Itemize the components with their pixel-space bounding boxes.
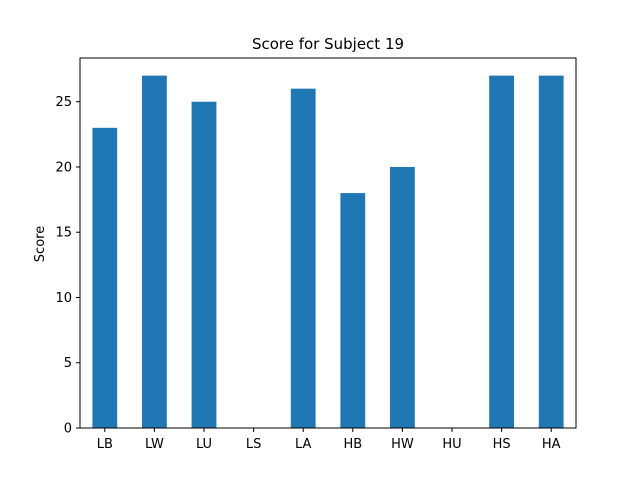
x-tick-label: LB (97, 437, 113, 452)
y-axis-title: Score (33, 226, 48, 262)
bar-hb (340, 193, 366, 428)
y-tick-label: 20 (55, 160, 72, 175)
bar-ha (538, 75, 564, 429)
bars-layer (92, 75, 564, 429)
y-axis-ticks: 0 5 10 15 20 25 (55, 95, 80, 437)
x-tick-label: LS (246, 437, 262, 452)
x-tick-label: HW (391, 437, 414, 452)
y-tick-label: 5 (64, 356, 72, 371)
chart-title: Score for Subject 19 (252, 35, 404, 53)
x-tick-label: HU (442, 437, 461, 452)
x-tick-label: HA (542, 437, 561, 452)
bar-lu (191, 101, 217, 428)
x-tick-label: LW (145, 437, 164, 452)
x-axis-ticks: LB LW LU LS LA HB HW HU HS HA (97, 428, 561, 452)
y-tick-label: 0 (64, 422, 72, 437)
bar-hs (489, 75, 514, 429)
bar-lw (142, 75, 167, 429)
bar-hw (390, 166, 415, 429)
y-tick-label: 10 (55, 291, 72, 306)
y-tick-label: 25 (55, 95, 72, 110)
plot-frame (79, 57, 577, 429)
x-tick-label: HB (343, 437, 362, 452)
y-tick-label: 15 (55, 226, 72, 241)
bar-la (290, 88, 316, 429)
x-tick-label: LA (295, 437, 312, 452)
x-tick-label: LU (196, 437, 212, 452)
bar-lb (92, 127, 118, 428)
x-tick-label: HS (493, 437, 511, 452)
